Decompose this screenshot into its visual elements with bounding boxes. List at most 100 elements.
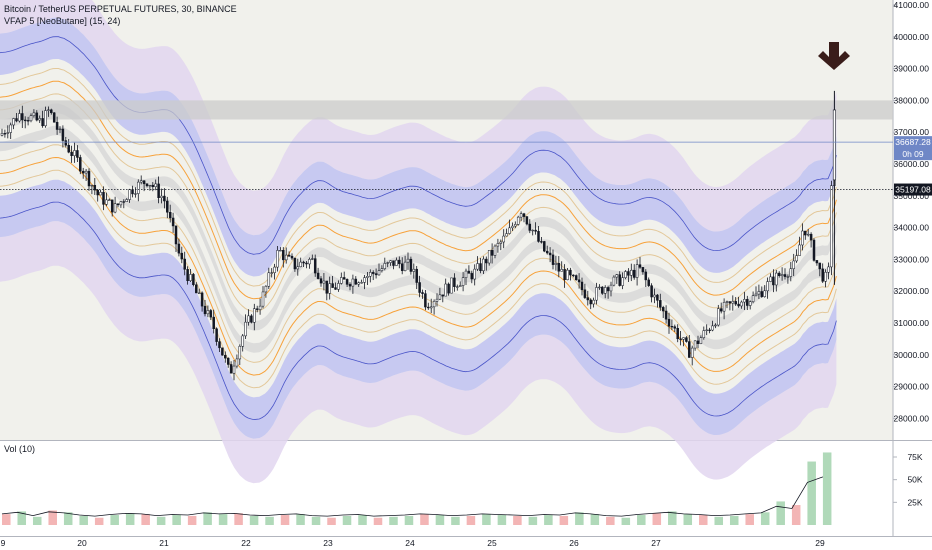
candle-body <box>235 358 239 367</box>
candle-body <box>534 229 537 232</box>
tan-line <box>0 68 837 287</box>
candle-body <box>279 250 282 252</box>
candle-body <box>511 225 514 229</box>
candle-body <box>482 258 485 272</box>
candle-body <box>125 199 128 202</box>
candle-body <box>113 203 117 213</box>
candle-body <box>746 299 749 306</box>
candle-body <box>429 306 433 309</box>
candle-body <box>400 263 404 271</box>
candle-body <box>21 113 24 121</box>
volume-bar <box>776 501 785 525</box>
candle-body <box>783 274 787 277</box>
candle-body <box>543 241 546 252</box>
candle-body <box>522 213 526 217</box>
candle-body <box>119 201 123 206</box>
symbol-legend[interactable]: Bitcoin / TetherUS PERPETUAL FUTURES, 30… <box>4 4 237 14</box>
indicator-legend[interactable]: VFAP 5 [NeoButane] (15, 24) <box>4 16 120 26</box>
candle-body <box>748 301 752 306</box>
volume-bar <box>745 514 754 525</box>
candle-body <box>203 305 207 315</box>
candle-body <box>282 250 285 261</box>
candle-body <box>18 113 21 122</box>
time-tick-label: 22 <box>241 538 251 548</box>
candle-body <box>702 330 706 338</box>
candle-body <box>490 250 494 256</box>
candle-body <box>403 261 407 271</box>
candle-body <box>458 285 462 287</box>
inner-band-lower <box>0 125 837 353</box>
candle-body <box>316 272 320 279</box>
volume-bar <box>683 514 693 525</box>
candle-body <box>273 266 276 273</box>
volume-bar <box>63 512 73 525</box>
volume-bar <box>172 515 181 525</box>
volume-bar <box>435 515 445 525</box>
candle-body <box>264 285 268 293</box>
candle-body <box>331 283 334 288</box>
current-price-tag <box>894 136 932 161</box>
candle-body <box>421 292 424 294</box>
candle-body <box>763 290 766 297</box>
price-tick-label: 31000.00 <box>894 318 930 328</box>
candle-body <box>514 224 517 227</box>
candle-body <box>67 144 70 153</box>
candle-body <box>406 258 410 263</box>
candle-body <box>453 277 456 287</box>
volume-bar <box>590 514 600 525</box>
candle-body <box>313 258 317 274</box>
candle-body <box>795 255 798 262</box>
candle-body <box>23 119 27 122</box>
candle-body <box>192 274 195 286</box>
candle-body <box>806 233 810 236</box>
candle-body <box>76 150 79 158</box>
candle-body <box>505 233 508 237</box>
candle-body <box>711 325 714 331</box>
candle-body <box>427 306 430 309</box>
volume-legend[interactable]: Vol (10) <box>4 444 35 454</box>
candle-body <box>566 269 569 281</box>
candle-body <box>740 301 743 307</box>
candle-body <box>232 365 236 374</box>
candle-body <box>754 293 758 296</box>
candle-body <box>470 273 474 280</box>
candle-body <box>197 292 201 294</box>
candle-body <box>670 326 674 328</box>
volume-bar <box>404 515 414 525</box>
volume-bar <box>156 516 166 525</box>
candle-body <box>189 274 192 281</box>
volume-bar <box>760 512 770 525</box>
candle-body <box>554 263 558 265</box>
mid-band-lower <box>0 179 837 439</box>
time-tick-label: 24 <box>405 538 415 548</box>
volume-bar <box>32 516 42 525</box>
candle-body <box>780 274 784 276</box>
candle-body <box>395 259 398 266</box>
candle-body <box>357 282 360 285</box>
candle-body <box>595 287 598 301</box>
volume-bar <box>513 515 522 525</box>
candle-body <box>508 227 511 234</box>
candle-body <box>815 260 819 264</box>
candle-body <box>47 109 50 111</box>
candle-body <box>299 261 302 268</box>
volume-tick-label: 75K <box>907 452 922 462</box>
candle-body <box>84 170 88 174</box>
mid-band-upper <box>0 17 837 277</box>
candle-body <box>247 315 250 323</box>
candle-body <box>224 354 227 359</box>
volume-bar <box>451 516 460 525</box>
candle-body <box>569 269 572 276</box>
candle-body <box>96 189 99 196</box>
candle-body <box>206 310 210 315</box>
candle-body <box>690 347 694 358</box>
candle-body <box>180 252 184 260</box>
price-axis-ticks: 41000.00 40000.00 39000.00 38000.00 37000.00… <box>893 0 929 423</box>
candle-body <box>131 189 134 195</box>
candle-body <box>221 347 224 356</box>
candle-body <box>267 272 271 287</box>
candle-body <box>258 305 262 310</box>
volume-bar <box>110 515 119 525</box>
volume-bar <box>420 514 429 525</box>
